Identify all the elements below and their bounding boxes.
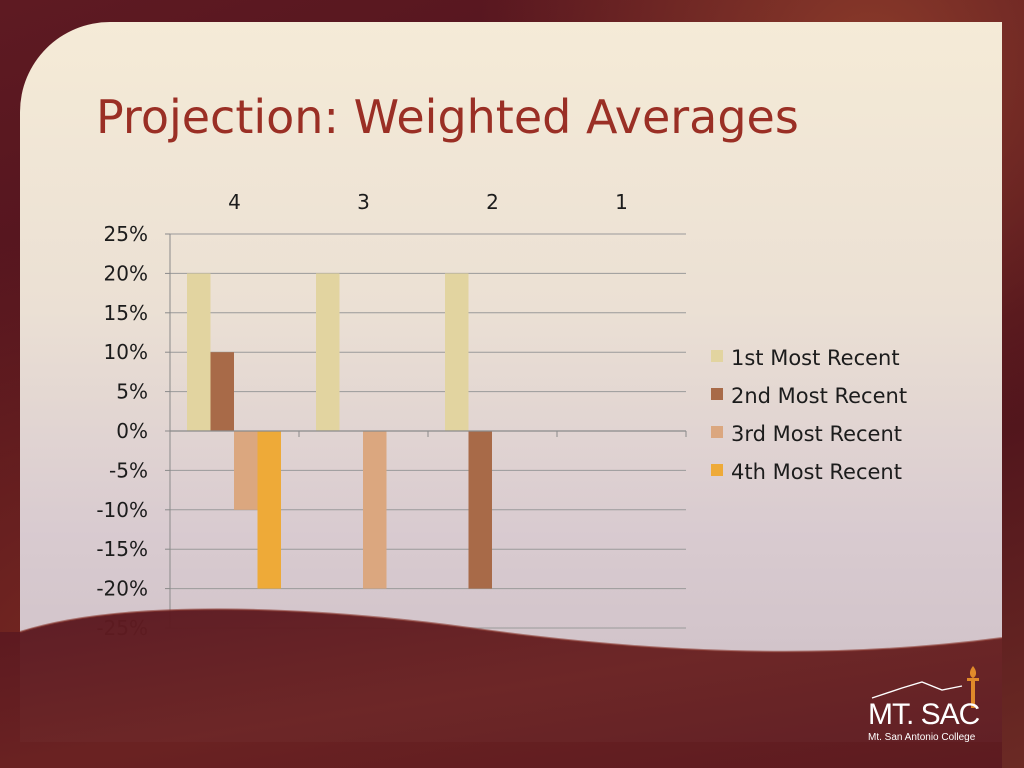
legend-label: 2nd Most Recent	[731, 384, 907, 408]
y-tick-label: 20%	[104, 261, 148, 285]
y-tick-label: 25%	[104, 222, 148, 246]
bar-2-cat-4	[210, 352, 234, 431]
y-tick-label: 0%	[116, 419, 148, 443]
bar-3-cat-4	[234, 431, 258, 510]
bar-2-cat-2	[468, 431, 492, 589]
bar-3-cat-3	[363, 431, 387, 589]
y-tick-label: -15%	[96, 537, 148, 561]
legend-swatch	[711, 464, 723, 476]
category-label: 3	[357, 190, 370, 214]
legend-label: 1st Most Recent	[731, 346, 900, 370]
bar-1-cat-4	[187, 273, 211, 431]
category-label: 2	[486, 190, 499, 214]
legend-label: 4th Most Recent	[731, 460, 902, 484]
y-tick-label: 10%	[104, 340, 148, 364]
category-label: 4	[228, 190, 241, 214]
bar-1-cat-3	[316, 273, 340, 431]
bar-1-cat-2	[445, 273, 469, 431]
legend-swatch	[711, 388, 723, 400]
bar-4-cat-4	[257, 431, 281, 589]
y-tick-label: -5%	[109, 458, 148, 482]
logo-subtitle: Mt. San Antonio College	[868, 732, 976, 743]
category-label: 1	[615, 190, 628, 214]
mt-sac-logo: MT. SAC Mt. San Antonio College	[862, 660, 992, 750]
y-tick-label: -10%	[96, 498, 148, 522]
legend-swatch	[711, 350, 723, 362]
legend-label: 3rd Most Recent	[731, 422, 902, 446]
legend-swatch	[711, 426, 723, 438]
y-tick-label: 5%	[116, 380, 148, 404]
slide-title: Projection: Weighted Averages	[96, 90, 799, 144]
mountain-torch-icon	[871, 666, 979, 708]
y-tick-label: -20%	[96, 577, 148, 601]
y-tick-label: 15%	[104, 301, 148, 325]
logo-wordmark: MT. SAC	[868, 698, 980, 731]
